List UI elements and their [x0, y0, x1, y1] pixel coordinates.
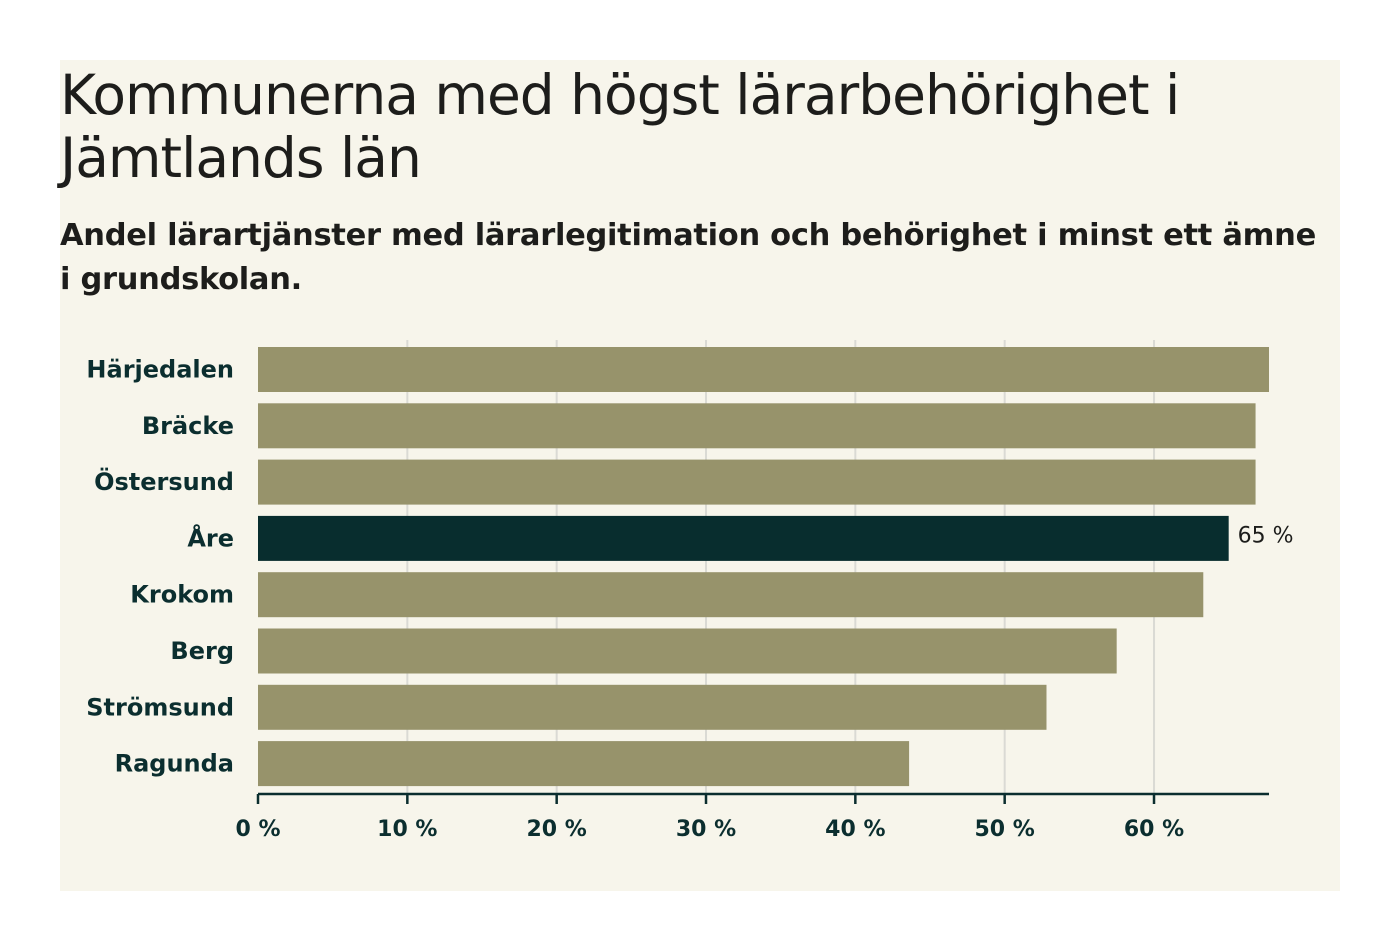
bar-berg: [258, 628, 1117, 674]
bar-bräcke: [258, 403, 1256, 449]
category-label: Härjedalen: [86, 356, 234, 384]
category-label: Ragunda: [115, 750, 234, 778]
bar-härjedalen: [258, 347, 1269, 392]
x-tick-label: 40 %: [825, 817, 885, 842]
bar-strömsund: [258, 684, 1047, 730]
x-tick-label: 10 %: [377, 817, 437, 842]
category-label: Bräcke: [142, 412, 234, 440]
category-labels: Härjedalen Bräcke Östersund Åre Krokom Berg St…: [86, 356, 234, 778]
bar-chart: Härjedalen Bräcke Östersund Åre Krokom Berg St…: [86, 340, 1294, 842]
chart-title: Kommunerna med högst lärarbehörighet i J…: [60, 63, 1180, 190]
x-tick-label: 30 %: [676, 817, 736, 842]
chart-subtitle: Andel lärartjänster med lärarlegitimatio…: [60, 218, 1316, 297]
category-label: Östersund: [94, 466, 234, 496]
x-tick-label: 0 %: [235, 817, 280, 842]
bar-ragunda: [258, 741, 910, 787]
bar-åre: [258, 515, 1229, 561]
category-label: Strömsund: [86, 693, 234, 721]
x-tick-label: 50 %: [975, 817, 1035, 842]
chart-card: Kommunerna med högst lärarbehörighet i J…: [60, 60, 1340, 891]
category-label: Berg: [170, 637, 234, 665]
x-tick-label: 20 %: [527, 817, 587, 842]
x-axis: 0 % 10 % 20 % 30 % 40 % 50 % 60 %: [235, 792, 1269, 842]
bar-östersund: [258, 459, 1256, 505]
category-label: Krokom: [130, 581, 234, 609]
value-label: 65 %: [1238, 523, 1294, 548]
bars: [258, 347, 1269, 787]
x-tick-label: 60 %: [1124, 817, 1184, 842]
category-label: Åre: [187, 523, 234, 552]
bar-krokom: [258, 572, 1204, 618]
value-labels: 65 %: [1238, 523, 1294, 548]
